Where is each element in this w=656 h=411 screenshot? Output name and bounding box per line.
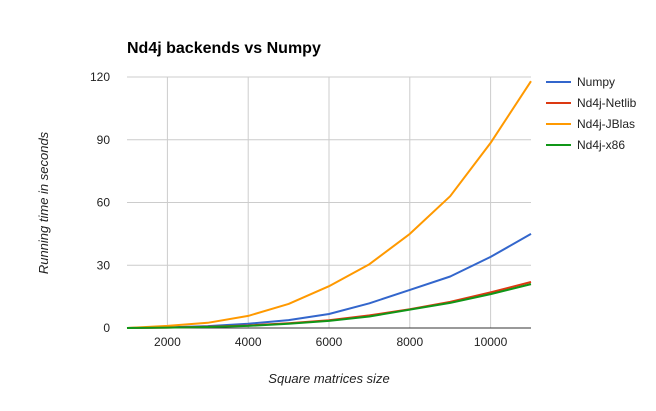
y-tick-label: 90 [97,133,111,147]
legend-label-nd4j-netlib: Nd4j-Netlib [577,96,637,110]
y-tick-label: 30 [97,258,111,272]
x-axis-label: Square matrices size [268,371,389,386]
chart-title: Nd4j backends vs Numpy [127,40,321,57]
y-tick-labels: 0 30 60 90 120 [90,70,110,335]
x-tick-label: 6000 [316,335,343,349]
y-axis-label: Running time in seconds [36,131,51,274]
legend-label-numpy: Numpy [577,75,615,89]
gridlines [127,76,531,328]
x-tick-label: 4000 [235,335,262,349]
x-tick-labels: 2000 4000 6000 8000 10000 [154,335,508,349]
y-tick-label: 60 [97,196,111,210]
legend: Numpy Nd4j-Netlib Nd4j-JBlas Nd4j-x86 [546,75,637,152]
x-tick-label: 8000 [396,335,423,349]
legend-label-nd4j-x86: Nd4j-x86 [577,138,625,152]
x-tick-label: 2000 [154,335,181,349]
x-tick-label: 10000 [474,335,508,349]
series-line-nd4j-jblas [126,80,532,329]
series-line-nd4j-x86 [126,283,532,329]
legend-label-nd4j-jblas: Nd4j-JBlas [577,117,635,131]
y-tick-label: 0 [103,321,110,335]
y-tick-label: 120 [90,70,110,84]
series-lines [126,80,532,329]
